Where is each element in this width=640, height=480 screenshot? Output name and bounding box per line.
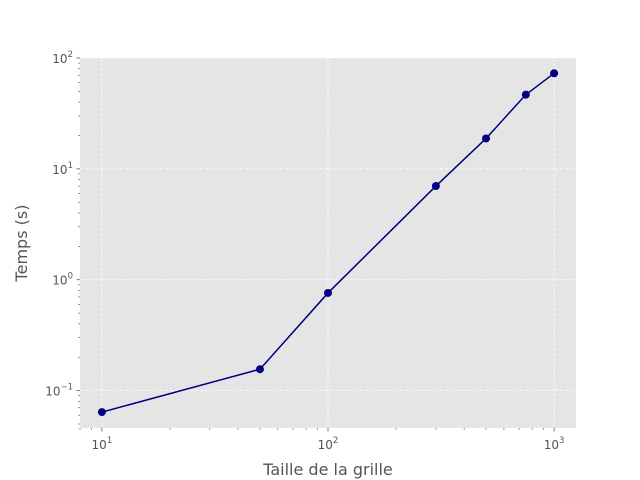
- data-point: [324, 288, 332, 297]
- y-tick-label: 102: [52, 50, 73, 66]
- data-point: [550, 69, 559, 78]
- series: [97, 69, 559, 417]
- grid: [80, 57, 576, 428]
- axis-ticks: 101 102 103 10−1 100 101 102: [45, 50, 564, 452]
- data-point: [97, 408, 106, 417]
- data-point: [482, 134, 491, 143]
- y-tick-label: 10−1: [45, 383, 73, 399]
- x-axis-label: Taille de la grille: [262, 460, 393, 479]
- x-tick-label: 101: [92, 436, 113, 452]
- data-point: [255, 365, 264, 374]
- y-axis-label: Temps (s): [12, 205, 31, 283]
- y-tick-label: 101: [52, 161, 73, 177]
- data-point: [431, 182, 440, 191]
- x-tick-label: 103: [544, 436, 565, 452]
- data-point: [521, 90, 530, 99]
- x-tick-label: 102: [318, 436, 339, 452]
- y-tick-label: 100: [52, 272, 73, 288]
